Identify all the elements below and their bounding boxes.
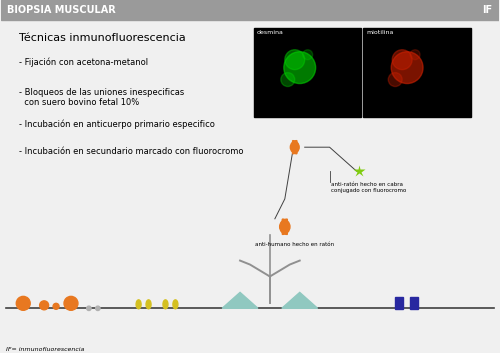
Circle shape (16, 297, 30, 310)
Ellipse shape (136, 300, 141, 309)
Text: - Fijación con acetona-metanol: - Fijación con acetona-metanol (20, 58, 148, 67)
Circle shape (281, 73, 295, 86)
Circle shape (410, 50, 420, 60)
Text: Técnicas inmunofluorescencia: Técnicas inmunofluorescencia (20, 33, 186, 43)
Bar (410, 297, 418, 309)
Circle shape (64, 297, 78, 310)
Wedge shape (280, 219, 287, 234)
Text: BIOPSIA MUSCULAR: BIOPSIA MUSCULAR (8, 5, 116, 15)
Circle shape (53, 303, 59, 309)
Text: - Bloqueos de las uniones inespecificas
  con suero bovino fetal 10%: - Bloqueos de las uniones inespecificas … (20, 88, 184, 107)
Bar (395, 297, 403, 309)
Text: miotilina: miotilina (366, 30, 394, 35)
Ellipse shape (163, 300, 168, 309)
Polygon shape (282, 292, 318, 308)
Circle shape (284, 52, 316, 84)
Circle shape (86, 306, 91, 311)
Text: IF= inmunofluorescencia: IF= inmunofluorescencia (6, 347, 84, 352)
Bar (254, 28, 362, 117)
Text: anti-humano hecho en ratón: anti-humano hecho en ratón (255, 242, 334, 247)
Wedge shape (282, 219, 290, 234)
Circle shape (388, 73, 402, 86)
Polygon shape (222, 292, 258, 308)
Text: - Incubación en anticuerpo primario especifico: - Incubación en anticuerpo primario espe… (20, 119, 215, 129)
Bar (364, 28, 471, 117)
Circle shape (391, 52, 423, 84)
Circle shape (40, 301, 48, 310)
Text: desmina: desmina (257, 30, 284, 35)
Text: - Incubación en secundario marcado con fluorocromo: - Incubación en secundario marcado con f… (20, 147, 244, 156)
Ellipse shape (146, 300, 151, 309)
Ellipse shape (173, 300, 178, 309)
Circle shape (96, 306, 100, 311)
Wedge shape (292, 140, 299, 154)
Bar (2, 0, 498, 20)
Text: IF: IF (482, 5, 492, 15)
Circle shape (285, 50, 304, 70)
Text: anti-ratón hecho en cabra
conjugado con fluorocromo: anti-ratón hecho en cabra conjugado con … (330, 182, 406, 193)
Circle shape (302, 50, 312, 60)
Circle shape (392, 50, 412, 70)
Wedge shape (290, 140, 297, 154)
